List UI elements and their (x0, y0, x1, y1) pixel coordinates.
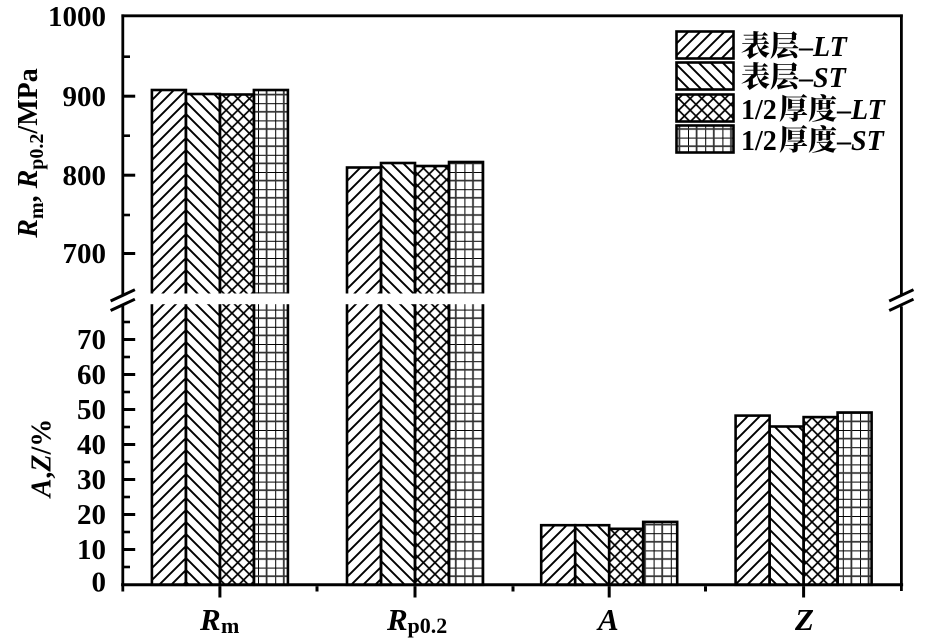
svg-text:–ST: –ST (798, 63, 848, 94)
svg-text:–LT: –LT (798, 32, 849, 63)
svg-text:60: 60 (77, 359, 106, 391)
svg-text:m: m (221, 613, 239, 638)
svg-text:10: 10 (77, 534, 106, 566)
svg-text:R: R (386, 602, 408, 637)
svg-text:20: 20 (77, 499, 106, 531)
svg-text:50: 50 (77, 394, 106, 426)
svg-text:1/2: 1/2 (741, 95, 777, 126)
svg-text:30: 30 (77, 464, 106, 496)
svg-text:800: 800 (63, 160, 107, 192)
svg-text:p0.2: p0.2 (408, 613, 448, 638)
svg-text:A,Z/%: A,Z/% (27, 419, 58, 500)
svg-text:–ST: –ST (836, 126, 886, 157)
svg-text:–LT: –LT (836, 95, 887, 126)
svg-text:40: 40 (77, 429, 106, 461)
svg-text:Z: Z (794, 602, 814, 637)
svg-text:1/2: 1/2 (741, 126, 777, 157)
svg-text:1000: 1000 (48, 1, 106, 33)
svg-text:70: 70 (77, 324, 106, 356)
svg-text:0: 0 (92, 567, 107, 599)
svg-text:900: 900 (63, 81, 107, 113)
svg-text:A: A (596, 602, 619, 637)
svg-text:R: R (199, 602, 221, 637)
svg-text:700: 700 (63, 238, 107, 270)
svg-text:Rm, Rp0.2/MPa: Rm, Rp0.2/MPa (13, 68, 48, 238)
